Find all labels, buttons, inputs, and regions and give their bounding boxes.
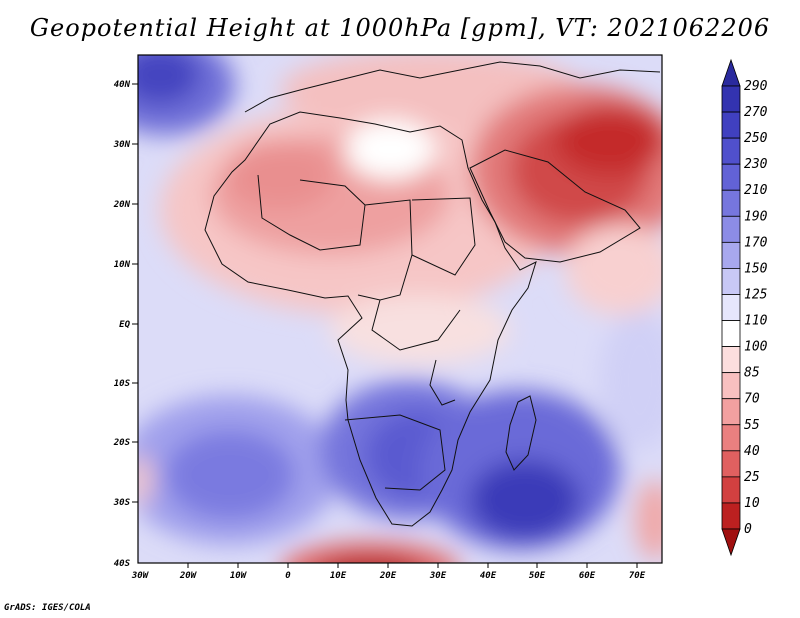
- grads-credit: GrADS: IGES/COLA: [4, 603, 91, 613]
- lat-label: 10N: [114, 260, 131, 270]
- colorbar-box: [721, 320, 741, 347]
- chart-title: Geopotential Height at 1000hPa [gpm], VT…: [29, 14, 771, 42]
- lon-label: 30E: [429, 571, 447, 581]
- border-east: [411, 197, 476, 276]
- colorbar-labels: 2902702502302101901701501251101008570554…: [744, 79, 768, 537]
- lat-label: 40S: [114, 559, 131, 569]
- colorbar-label: 150: [744, 261, 768, 276]
- colorbar-box: [721, 241, 741, 269]
- lakes: [429, 359, 456, 406]
- colorbar-label: 10: [744, 496, 760, 511]
- lat-label: 30S: [113, 498, 131, 508]
- colorbar-box: [721, 476, 741, 504]
- colorbar-box: [721, 372, 741, 400]
- colorbar-box: [721, 189, 741, 217]
- lon-label: 10W: [230, 571, 248, 581]
- lat-label: 40N: [114, 80, 131, 90]
- colorbar-label: 290: [744, 79, 768, 94]
- east-indian-field: [600, 310, 662, 450]
- colorbar-label: 210: [744, 183, 768, 198]
- colorbar-label: 85: [744, 366, 760, 381]
- colorbar-label: 170: [744, 235, 768, 250]
- colorbar-bottom-arrow: [721, 528, 741, 557]
- sahara-core: [225, 140, 335, 210]
- colorbar-label: 250: [744, 131, 768, 146]
- colorbar-box: [721, 268, 741, 295]
- border-equatorial: [371, 299, 461, 351]
- coastlines: [204, 61, 661, 527]
- colorbar-label: 25: [744, 470, 760, 485]
- lat-label: 20S: [113, 438, 131, 448]
- colorbar-label: 270: [744, 105, 768, 120]
- colorbar-box: [721, 294, 741, 321]
- colorbar-box: [721, 450, 741, 478]
- colorbar-box: [721, 137, 741, 165]
- lon-label: 20W: [179, 571, 198, 581]
- colorbar-label: 70: [744, 392, 760, 407]
- madagascar: [505, 395, 537, 471]
- border-south: [344, 414, 446, 491]
- colorbar: [721, 58, 741, 557]
- colorbar-label: 100: [744, 340, 768, 355]
- height-field: [138, 55, 662, 563]
- colorbar-label: 0: [744, 522, 752, 537]
- southern-low-core: [329, 557, 411, 563]
- colorbar-label: 125: [744, 287, 768, 302]
- lat-label: EQ: [119, 320, 130, 330]
- equator-band: [330, 295, 510, 365]
- lon-label: 60E: [579, 571, 596, 581]
- colorbar-label: 55: [744, 418, 760, 433]
- arabia-core: [555, 105, 662, 175]
- satlantic-core: [165, 430, 295, 520]
- libya-neutral: [345, 120, 435, 180]
- colorbar-label: 110: [744, 314, 768, 329]
- lon-label: 40E: [480, 571, 497, 581]
- colorbar-box: [721, 215, 741, 243]
- border-west: [257, 174, 366, 251]
- lat-axis: 40N 30N 20N 10N EQ 10S 20S 30S 40S: [113, 80, 138, 569]
- colorbar-box: [721, 111, 741, 139]
- lon-label: 0: [285, 571, 291, 581]
- lon-label: 70E: [629, 571, 646, 581]
- lon-label: 50E: [529, 571, 546, 581]
- azores-core: [138, 55, 200, 105]
- africa-coast: [204, 111, 537, 527]
- lon-label: 10E: [330, 571, 347, 581]
- colorbar-box: [721, 346, 741, 374]
- mascarene-core: [470, 460, 580, 540]
- colorbar-top-arrow: [721, 58, 741, 87]
- colorbar-label: 190: [744, 209, 768, 224]
- lat-label: 30N: [113, 140, 131, 150]
- lat-label: 10S: [114, 379, 131, 389]
- arabian-sea-field: [565, 225, 662, 315]
- colorbar-box: [721, 163, 741, 191]
- map-frame: [137, 54, 663, 564]
- colorbar-box: [721, 398, 741, 426]
- colorbar-box: [721, 85, 741, 113]
- arabia-coast: [469, 149, 641, 263]
- colorbar-box: [721, 502, 741, 530]
- lon-label: 30W: [131, 571, 150, 581]
- southwest-low: [138, 455, 152, 505]
- southeast-low: [635, 480, 662, 560]
- southern-low-outer: [282, 542, 458, 563]
- lon-label: 20E: [379, 571, 397, 581]
- colorbar-label: 230: [744, 157, 768, 172]
- europe-coast: [244, 61, 661, 113]
- border-central: [357, 199, 413, 301]
- lat-label: 20N: [113, 200, 131, 210]
- lon-axis: 30W 20W 10W 0 10E 20E 30E 40E 50E 60E 70…: [131, 563, 646, 581]
- map-panel: [138, 55, 662, 563]
- colorbar-label: 40: [744, 444, 760, 459]
- colorbar-box: [721, 424, 741, 452]
